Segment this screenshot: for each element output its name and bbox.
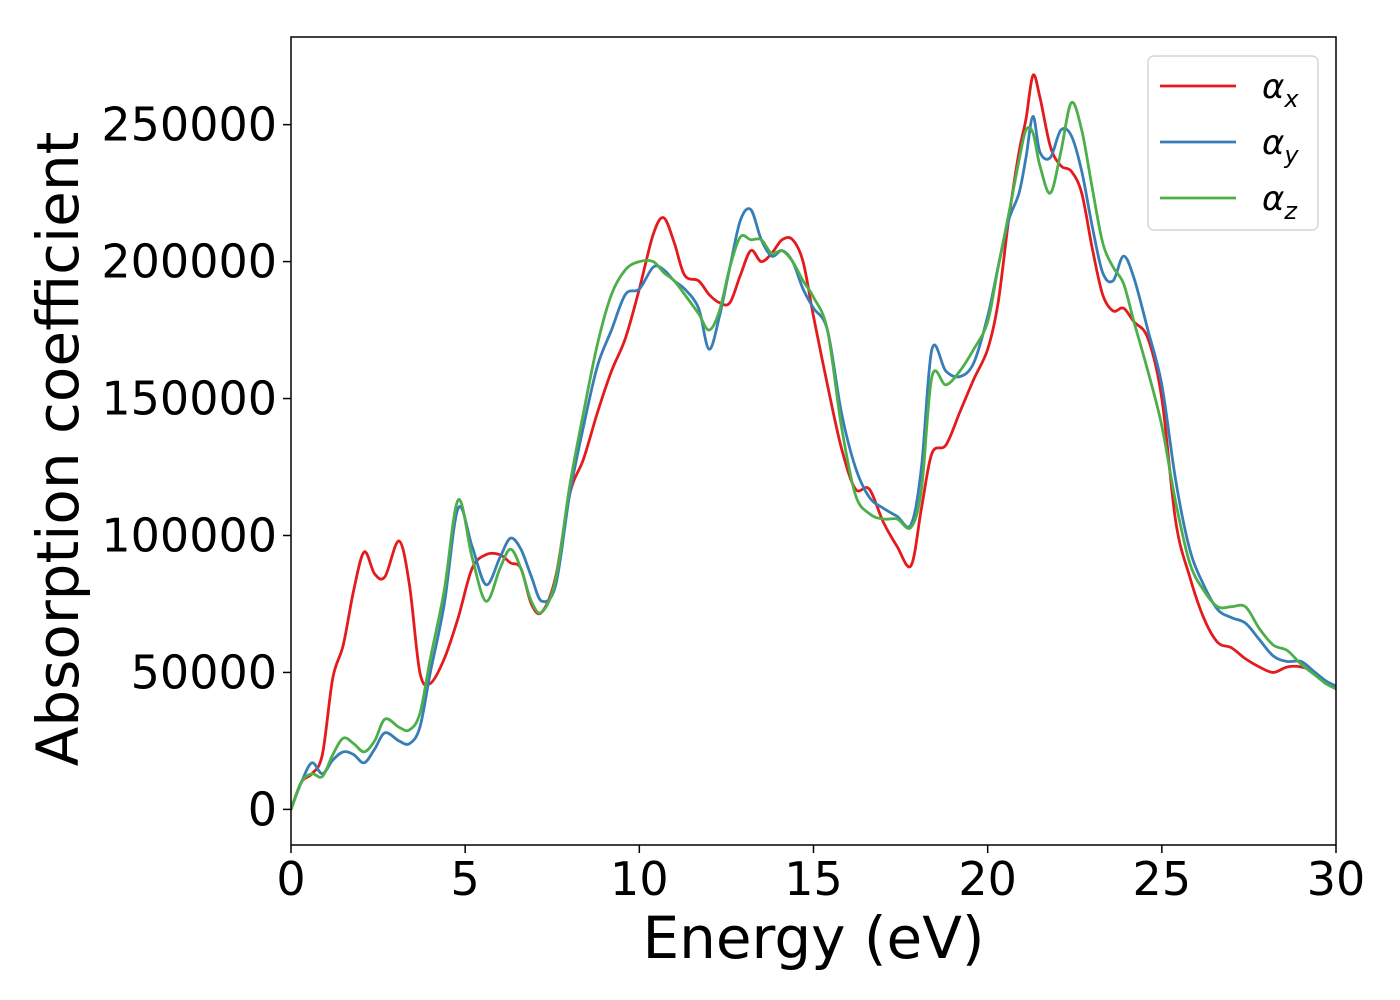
- x-tick-label: 5: [451, 852, 480, 906]
- series-line-y: [291, 115, 1336, 811]
- y-tick-label: 100000: [101, 508, 277, 562]
- series-line-z: [291, 100, 1336, 811]
- y-tick-label: 150000: [101, 372, 277, 426]
- legend-label-symbol: α: [1262, 179, 1284, 219]
- x-axis: 0 5 10 15 20 25 30: [276, 845, 1365, 906]
- series-line-x: [291, 73, 1336, 811]
- x-tick-label: 10: [610, 852, 669, 906]
- x-axis-title: Energy (eV): [642, 904, 984, 972]
- x-tick-label: 20: [958, 852, 1017, 906]
- legend-label: αz: [1262, 179, 1298, 225]
- legend-label: αy: [1262, 123, 1299, 169]
- x-tick-label: 30: [1307, 852, 1366, 906]
- y-tick-label: 250000: [101, 98, 277, 152]
- x-tick-label: 25: [1133, 852, 1192, 906]
- y-axis: 0 50000 100000 150000 200000 250000: [101, 98, 291, 836]
- legend-label-subscript: y: [1283, 141, 1299, 169]
- legend-label-subscript: z: [1283, 197, 1298, 225]
- legend-label: αx: [1262, 67, 1299, 113]
- legend-item-z: αz: [1160, 179, 1298, 225]
- legend-label-symbol: α: [1262, 123, 1284, 163]
- x-tick-label: 0: [276, 852, 305, 906]
- y-tick-label: 50000: [131, 645, 277, 699]
- y-axis-title: Absorption coefficient: [24, 132, 92, 767]
- y-tick-label: 200000: [101, 235, 277, 289]
- series-layer: [291, 73, 1336, 811]
- legend-item-x: αx: [1160, 67, 1299, 113]
- x-tick-label: 15: [784, 852, 843, 906]
- legend-label-subscript: x: [1283, 85, 1299, 113]
- y-tick-label: 0: [248, 782, 277, 836]
- legend-label-symbol: α: [1262, 67, 1284, 107]
- legend-item-y: αy: [1160, 123, 1299, 169]
